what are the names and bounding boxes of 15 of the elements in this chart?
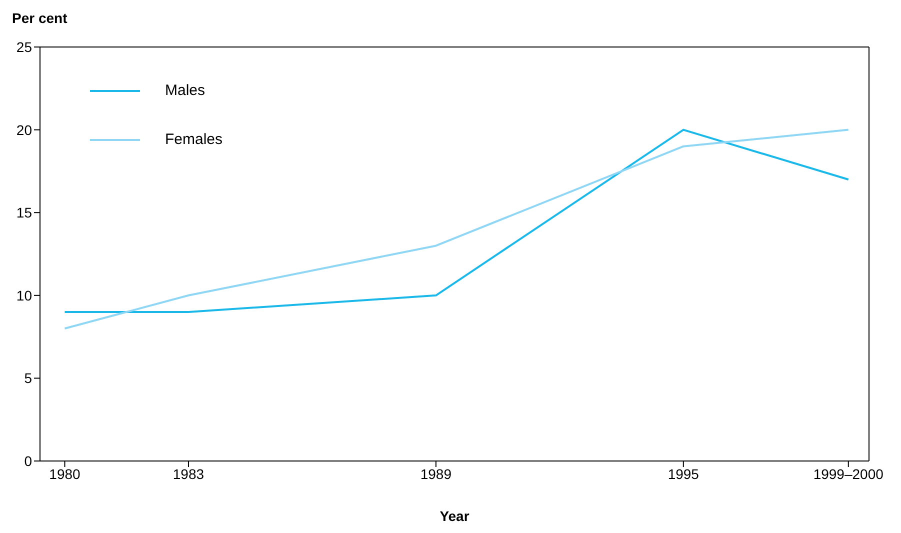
x-tick-label: 1980 — [49, 466, 81, 482]
legend-label: Males — [165, 82, 206, 99]
y-tick-label: 5 — [24, 370, 32, 386]
x-tick-label: 1995 — [668, 466, 700, 482]
y-tick-label: 20 — [16, 122, 32, 138]
y-tick-label: 25 — [16, 38, 32, 55]
x-tick-label: 1989 — [420, 466, 452, 482]
y-tick-label: 10 — [16, 287, 32, 304]
legend-label: Females — [165, 131, 223, 148]
x-tick-label: 1999–2000 — [813, 466, 884, 482]
x-axis-title: Year — [440, 508, 470, 524]
x-tick-label: 1983 — [172, 466, 204, 482]
y-tick-label: 0 — [24, 452, 32, 469]
y-tick-label: 15 — [16, 204, 32, 221]
y-axis-title: Per cent — [12, 10, 68, 26]
